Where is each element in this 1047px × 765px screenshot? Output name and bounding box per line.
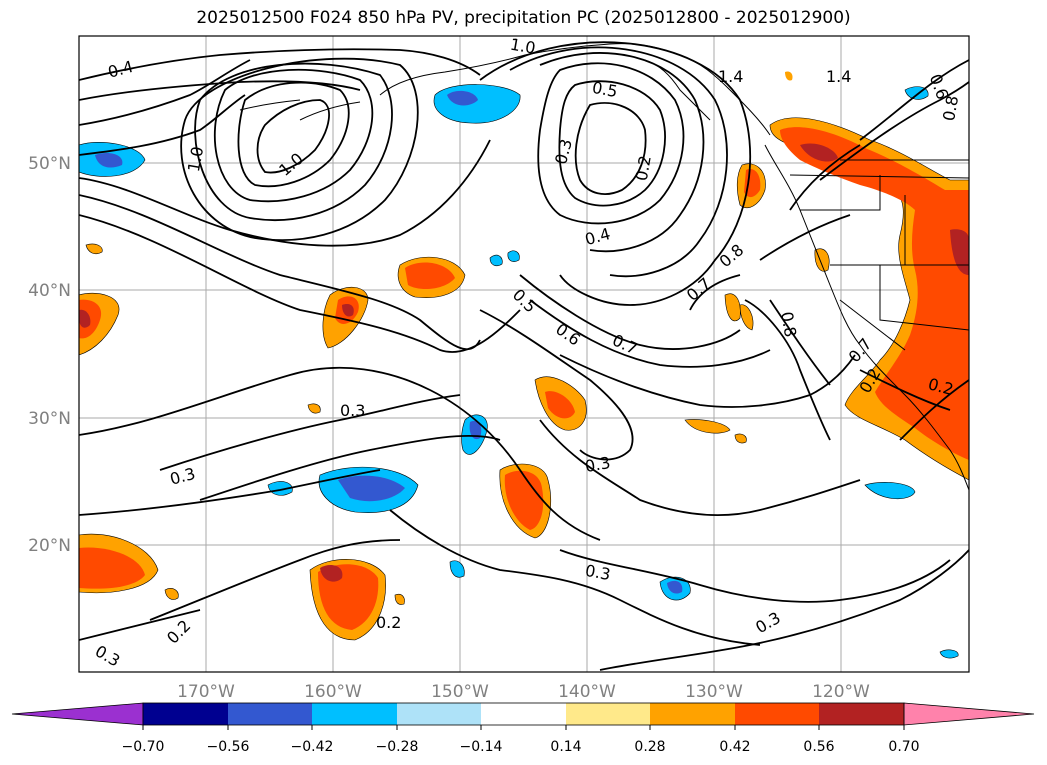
lat-label-20n: 20°N	[28, 536, 71, 556]
colorbar: −0.70 −0.56 −0.42 −0.28 −0.14 0.14 0.28 …	[11, 702, 1035, 755]
map-frame	[78, 35, 970, 673]
lat-label-40n: 40°N	[28, 281, 71, 301]
colorbar-tick-label: 0.28	[634, 739, 665, 755]
contour-label: 0.3	[340, 401, 365, 420]
colorbar-extend-min	[11, 702, 144, 726]
contour-label: 0.3	[584, 561, 612, 584]
contour-label: 0.3	[583, 453, 611, 476]
contour-label: 0.8	[939, 94, 962, 122]
lon-label-170w: 170°W	[177, 682, 235, 702]
colorbar-tick-label: 0.42	[719, 739, 750, 755]
map-title: 2025012500 F024 850 hPa PV, precipitatio…	[196, 8, 851, 28]
contour-label: 1.0	[184, 145, 207, 173]
colorbar-tick-label: −0.70	[122, 739, 165, 755]
contour-label: 1.4	[718, 67, 743, 86]
contour-label: 0.8	[777, 310, 800, 338]
colorbar-tick-label: −0.14	[460, 739, 503, 755]
colorbar-extend-max	[903, 702, 1035, 726]
contour-label: 0.2	[376, 613, 401, 632]
contour-label: 1.0	[509, 35, 537, 58]
lon-label-160w: 160°W	[304, 682, 362, 702]
lon-label-120w: 120°W	[812, 682, 870, 702]
colorbar-tick-label: −0.56	[207, 739, 250, 755]
precipitation-fill	[79, 71, 969, 659]
latitude-labels: 50°N 40°N 30°N 20°N	[28, 154, 71, 556]
lon-label-130w: 130°W	[685, 682, 743, 702]
colorbar-tick-label: 0.56	[803, 739, 834, 755]
contour-label: 1.4	[826, 67, 851, 86]
colorbar-segment	[819, 703, 904, 725]
lon-label-140w: 140°W	[558, 682, 616, 702]
lat-label-50n: 50°N	[28, 154, 71, 174]
contour-label: 0.5	[591, 78, 619, 101]
colorbar-tick-label: −0.42	[291, 739, 334, 755]
colorbar-segment	[397, 703, 481, 725]
colorbar-segment	[735, 703, 819, 725]
colorbar-segment	[481, 703, 566, 725]
colorbar-tick-label: −0.28	[376, 739, 419, 755]
colorbar-segment	[312, 703, 397, 725]
colorbar-segment	[143, 703, 228, 725]
colorbar-segment	[566, 703, 650, 725]
colorbar-tick-label: 0.70	[888, 739, 919, 755]
colorbar-segment	[228, 703, 312, 725]
lon-label-150w: 150°W	[431, 682, 489, 702]
longitude-labels: 170°W 160°W 150°W 140°W 130°W 120°W	[177, 682, 870, 702]
pv-contours	[79, 41, 969, 671]
colorbar-segment	[650, 703, 735, 725]
lat-label-30n: 30°N	[28, 409, 71, 429]
contour-label: 0.2	[632, 154, 655, 182]
colorbar-tick-label: 0.14	[550, 739, 581, 755]
